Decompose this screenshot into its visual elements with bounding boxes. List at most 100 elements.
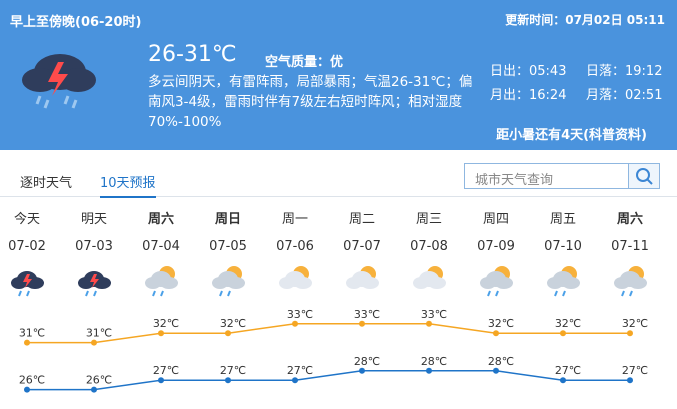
temp-point [560,377,566,384]
day-name: 周四 [483,212,509,227]
rain [487,290,491,297]
search-box[interactable]: 城市天气查询 [464,163,660,189]
day-name: 周二 [349,212,375,227]
cloud [614,277,630,289]
temp-label: 28℃ [354,355,380,368]
day-name: 周一 [282,212,308,227]
day-date: 07-05 [209,239,247,254]
temp-point [627,330,633,337]
cloud [78,277,94,289]
temp-label: 27℃ [287,364,313,377]
cloud [480,277,496,289]
tab-divider [0,196,677,197]
temp-point [426,367,432,374]
rain [219,290,223,297]
tab[interactable]: 逐时天气 [20,176,73,191]
weather-icon [346,266,379,289]
cloud [227,277,245,289]
temp-label: 33℃ [287,308,313,321]
search-placeholder: 城市天气查询 [475,173,554,188]
cloud [562,277,580,289]
search-button[interactable] [628,164,659,188]
weather-icon [145,266,178,297]
cloud [346,277,362,289]
moonset: 月落：02:51 [586,88,663,103]
temp-point [91,386,97,393]
temp-label: 27℃ [555,364,581,377]
weather-icon [480,266,513,297]
day-date: 07-07 [343,239,381,254]
temp-point [359,320,365,327]
weather-icon [413,266,446,289]
temp-label: 31℃ [86,327,112,340]
air-quality: 空气质量：优 [265,55,344,70]
cloud [495,277,513,289]
day-date: 07-10 [544,239,582,254]
temp-label: 28℃ [488,355,514,368]
day-date: 07-04 [142,239,180,254]
rain [85,290,89,297]
rain [495,290,499,297]
temp-line [27,323,630,344]
temp-point [560,330,566,337]
day-name: 今天 [14,211,40,227]
day-date: 07-02 [8,239,46,254]
temperature: 26-31℃ [148,42,237,67]
solar-term[interactable]: 距小暑还有4天(科普资料) [496,128,647,143]
header: 早上至傍晚(06-20时) 更新时间：07月02日 05:11 26-31℃ 空… [0,0,677,150]
temp-line [27,370,630,391]
rain [160,290,164,297]
moonrise: 月出：16:24 [490,88,567,103]
temp-label: 27℃ [153,364,179,377]
forecast: 今天 07-02 明天 07-03 周六 07-04 周日 07-05 周一 07-06 周二 07-… [8,211,649,393]
description: 多云间阴天，有雷阵雨，局部暴雨；气温26-31℃；偏南风3-4级，雷雨时伴有7级… [148,74,473,130]
temp-point [158,330,164,337]
temp-point [493,367,499,374]
day-date: 07-08 [410,239,448,254]
sunrise: 日出：05:43 [490,64,567,79]
tab[interactable]: 10天预报 [100,172,156,198]
temp-label: 27℃ [622,364,648,377]
weather-icon [78,271,111,297]
cloud [145,277,161,289]
day-name: 周五 [550,212,576,227]
temp-point [359,367,365,374]
temp-label: 26℃ [86,374,112,387]
cloud [11,277,27,289]
temp-point [292,320,298,327]
cloud [279,277,295,289]
cloud [294,277,312,289]
day-date: 07-03 [75,239,113,254]
header-icon [22,54,96,109]
temp-label: 32℃ [220,317,246,330]
temp-point [158,377,164,384]
rain [152,290,156,297]
weather-icon [212,266,245,297]
temp-label: 32℃ [555,317,581,330]
temp-point [627,377,633,384]
temp-label: 27℃ [220,364,246,377]
cloud [629,277,647,289]
temp-point [24,386,30,393]
day-name: 明天 [81,212,107,227]
rain [227,290,231,297]
temp-label: 32℃ [488,317,514,330]
rain [554,290,558,297]
header-title: 早上至傍晚(06-20时) [10,15,142,30]
temp-point [225,377,231,384]
temp-point [493,330,499,337]
temp-label: 33℃ [354,308,380,321]
temp-label: 26℃ [19,374,45,387]
cloud [361,277,379,289]
rain [26,290,30,297]
temp-label: 32℃ [153,317,179,330]
weather-icon [547,266,580,297]
temp-point [292,377,298,384]
weather-icon [11,271,44,297]
weather-icon [279,266,312,289]
day-name: 周六 [148,211,174,227]
temp-point [426,320,432,327]
rain [562,290,566,297]
day-date: 07-11 [611,239,649,254]
